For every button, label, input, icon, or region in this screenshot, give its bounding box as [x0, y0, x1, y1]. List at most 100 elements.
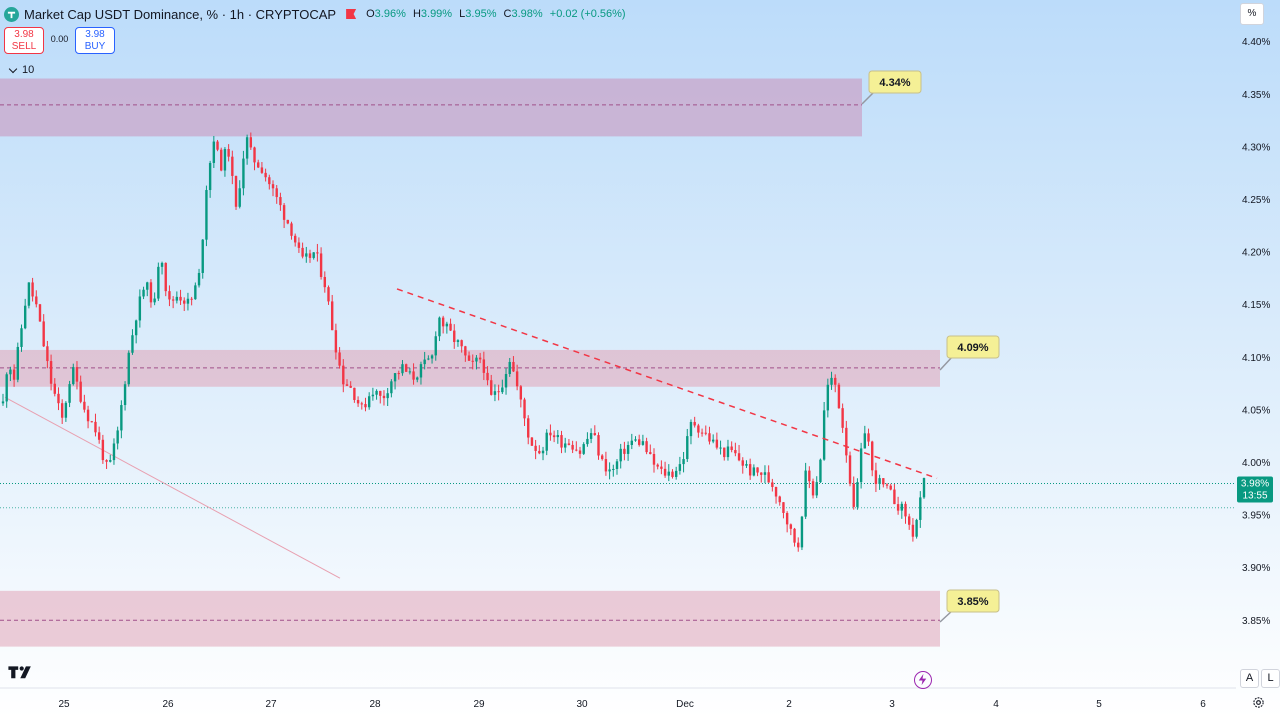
candle: [160, 262, 164, 267]
candle: [800, 516, 804, 548]
tradingview-logo-icon[interactable]: [8, 665, 34, 679]
candle: [523, 399, 526, 419]
percent-scale-button[interactable]: %: [1240, 3, 1264, 25]
candle: [571, 444, 574, 450]
candle: [153, 298, 156, 303]
candle: [393, 373, 397, 382]
price-tag[interactable]: [1237, 476, 1273, 503]
zone-label-box-1[interactable]: [946, 335, 1000, 359]
sell-button[interactable]: 3.98 SELL: [4, 27, 44, 54]
indicator-toggle[interactable]: 10: [8, 64, 34, 76]
candle: [508, 361, 511, 374]
candle: [279, 197, 282, 206]
symbol-title[interactable]: Market Cap USDT Dominance, % · 1h · CRYP…: [24, 6, 337, 22]
zone-label-box-2[interactable]: [946, 589, 1000, 613]
candle: [64, 402, 68, 418]
x-tick-label: 28: [369, 699, 381, 710]
candle: [386, 393, 389, 399]
open-key: O: [366, 8, 375, 20]
candle: [667, 471, 670, 476]
candle: [582, 444, 585, 454]
candle: [482, 359, 486, 373]
candle: [649, 452, 652, 454]
y-tick-label: 4.40%: [1242, 37, 1270, 48]
candle: [297, 242, 301, 248]
candle: [408, 371, 412, 373]
candle: [882, 478, 885, 485]
candle: [589, 433, 593, 439]
candle: [634, 439, 637, 441]
candle: [908, 516, 911, 525]
price-tag-countdown: 13:55: [1242, 491, 1267, 502]
candle: [334, 330, 338, 353]
candle: [83, 401, 86, 410]
candle: [345, 384, 349, 386]
candle: [767, 472, 770, 483]
candle: [885, 484, 889, 486]
candle: [5, 374, 8, 402]
candle: [856, 482, 859, 507]
candle: [101, 439, 105, 461]
candle: [541, 450, 545, 454]
candle: [364, 404, 367, 408]
candle: [841, 408, 844, 428]
candle: [260, 167, 264, 173]
candle: [35, 296, 38, 305]
candle: [416, 377, 419, 380]
candle: [493, 391, 497, 395]
candle: [660, 466, 663, 469]
candle: [515, 371, 519, 387]
zone-label-1: 4.09%: [957, 342, 988, 354]
zone-label-2: 3.85%: [957, 596, 988, 608]
log-scale-button[interactable]: L: [1261, 669, 1280, 688]
candle: [445, 323, 449, 327]
y-tick-label: 4.20%: [1242, 248, 1270, 259]
auto-scale-button[interactable]: A: [1240, 669, 1259, 688]
candle: [719, 447, 722, 449]
candle: [1, 401, 5, 404]
resistance-trendline[interactable]: [396, 288, 938, 479]
candle: [190, 298, 193, 300]
candle: [711, 439, 715, 442]
candle: [782, 502, 785, 513]
flag-icon[interactable]: [346, 9, 357, 19]
candle: [46, 346, 49, 362]
candle: [834, 377, 837, 385]
candle: [179, 296, 182, 301]
buy-button[interactable]: 3.98 BUY: [75, 27, 115, 54]
candle: [900, 503, 904, 511]
candle: [460, 340, 463, 347]
candle: [171, 299, 175, 301]
candle: [597, 435, 600, 456]
candle: [689, 421, 693, 437]
candle: [878, 478, 881, 485]
candle: [726, 446, 730, 458]
candle: [808, 470, 811, 482]
y-tick-label: 4.15%: [1242, 300, 1270, 311]
candle: [863, 433, 867, 449]
candle: [645, 441, 648, 453]
candle: [123, 384, 127, 406]
change-value: +0.02 (+0.56%): [549, 8, 626, 20]
candle: [763, 472, 767, 475]
candle: [538, 450, 541, 454]
zone-label-box-0[interactable]: [868, 70, 922, 94]
zone-0: [0, 78, 862, 137]
candle: [567, 443, 571, 445]
candle: [771, 482, 774, 487]
candle: [286, 219, 290, 224]
candle: [619, 448, 622, 462]
candle: [168, 291, 171, 300]
candle: [105, 460, 108, 462]
candle: [708, 433, 711, 442]
gear-icon[interactable]: [1252, 696, 1265, 709]
support-trendline[interactable]: [4, 396, 341, 579]
candle: [109, 460, 112, 462]
lightning-icon[interactable]: [914, 671, 932, 689]
close-key: C: [503, 8, 512, 20]
candle: [453, 330, 456, 343]
candle: [478, 357, 482, 360]
candle: [874, 470, 878, 485]
candle: [427, 358, 430, 360]
